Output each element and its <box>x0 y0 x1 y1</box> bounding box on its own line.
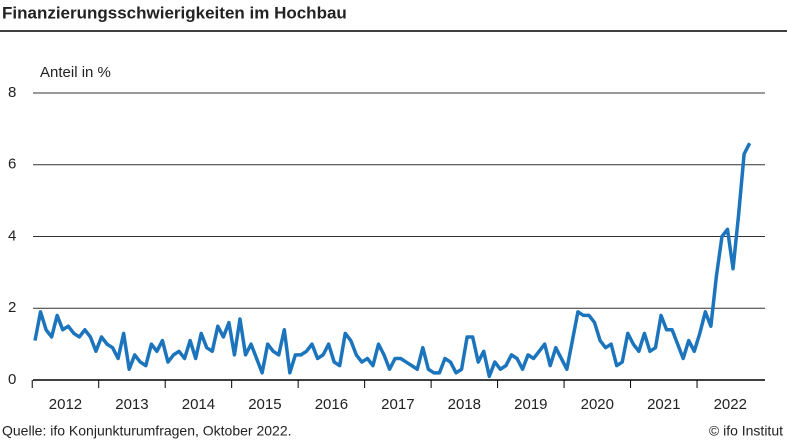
x-tick-label: 2017 <box>381 396 414 413</box>
y-tick-label: 4 <box>8 227 16 244</box>
credit: © ifo Institut <box>709 423 783 439</box>
y-tick-label: 8 <box>8 84 16 101</box>
y-axis-label: Anteil in % <box>40 64 111 81</box>
x-tick-label: 2012 <box>49 396 82 413</box>
x-tick-label: 2016 <box>315 396 348 413</box>
x-tick-label: 2014 <box>182 396 215 413</box>
x-tick-label: 2019 <box>514 396 547 413</box>
y-tick-label: 0 <box>8 371 16 388</box>
x-tick-label: 2022 <box>714 396 747 413</box>
x-tick-label: 2018 <box>448 396 481 413</box>
chart-title: Finanzierungsschwierigkeiten im Hochbau <box>2 3 347 22</box>
line <box>33 142 752 379</box>
x-tick-label: 2021 <box>647 396 680 413</box>
source: Quelle: ifo Konjunkturumfragen, Oktober … <box>2 423 292 439</box>
x-tick-label: 2015 <box>248 396 281 413</box>
x-tick-label: 2020 <box>581 396 614 413</box>
x-tick-label: 2013 <box>115 396 148 413</box>
y-tick-label: 6 <box>8 156 16 173</box>
y-tick-label: 2 <box>8 299 16 316</box>
